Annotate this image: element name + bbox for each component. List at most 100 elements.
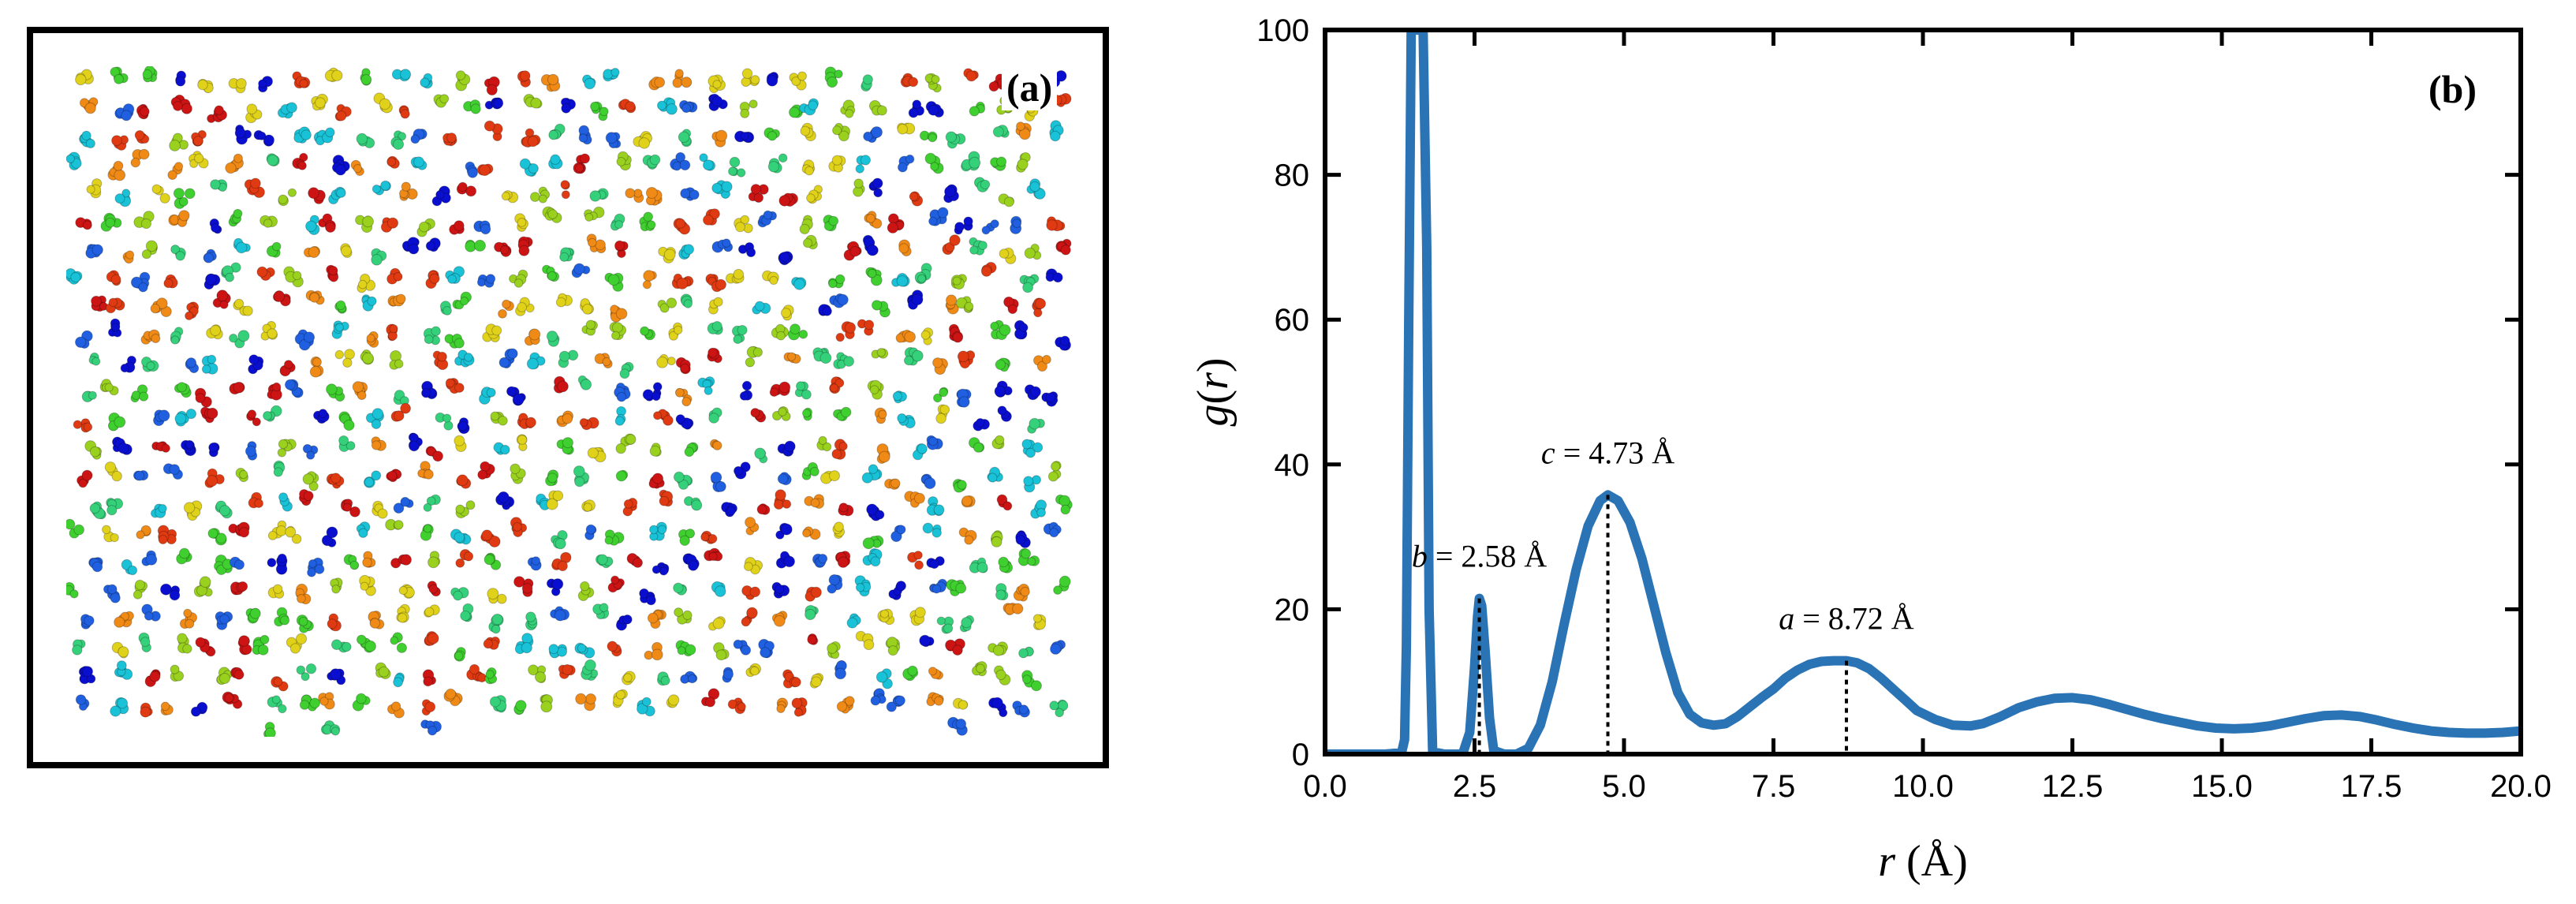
atom-cluster: [209, 218, 222, 234]
atom-cluster: [386, 469, 402, 483]
atom-cluster: [812, 553, 828, 568]
atom-cluster: [141, 240, 158, 260]
x-tick-label: 20.0: [2490, 769, 2552, 804]
atom-cluster: [963, 68, 979, 82]
atom-cluster: [619, 361, 634, 379]
molecular-snapshot-image: [66, 66, 1073, 737]
atom-cluster: [334, 349, 356, 368]
atom-cluster: [308, 187, 326, 204]
atom-cluster: [1033, 354, 1051, 372]
atom-cluster: [130, 384, 149, 403]
atom-cluster: [465, 239, 486, 252]
atom-cluster: [605, 132, 622, 149]
atom-cluster: [105, 297, 125, 314]
atom-cluster: [293, 126, 312, 144]
atom-cluster: [1021, 439, 1043, 458]
atom-cluster: [385, 518, 404, 531]
atom-cluster: [111, 436, 133, 455]
atom-cluster: [266, 241, 282, 258]
atom-cluster: [107, 318, 122, 338]
atom-cluster: [482, 323, 502, 342]
atom-cluster: [855, 155, 872, 174]
atom-cluster: [399, 181, 418, 201]
atom-cluster: [277, 439, 297, 458]
atom-cluster: [352, 381, 368, 401]
atom-cluster: [450, 529, 472, 545]
atom-cluster: [996, 494, 1013, 511]
atom-cluster: [167, 162, 184, 181]
atom-cluster: [616, 151, 632, 171]
atom-cluster: [861, 74, 873, 92]
atom-cluster: [892, 390, 907, 404]
atom-cluster: [857, 319, 875, 336]
atom-cluster: [734, 461, 751, 480]
x-tick-label: 0.0: [1303, 769, 1347, 804]
atom-cluster: [610, 213, 625, 231]
atom-cluster: [823, 215, 839, 232]
atom-cluster: [393, 496, 414, 514]
atom-cluster: [708, 407, 722, 424]
atom-cluster: [266, 153, 280, 166]
atom-cluster: [943, 184, 960, 204]
atom-cluster: [515, 297, 535, 316]
atom-cluster: [653, 409, 674, 426]
atom-cluster: [679, 99, 698, 114]
atom-cluster: [990, 319, 1011, 341]
atom-cluster: [484, 97, 504, 110]
atom-cluster: [173, 188, 196, 209]
atom-cluster: [546, 490, 564, 510]
atom-cluster: [73, 418, 93, 433]
atom-cluster: [483, 552, 502, 570]
atom-cluster: [514, 213, 528, 232]
atom-cluster: [390, 130, 407, 151]
atom-cluster: [341, 499, 360, 517]
atom-cluster: [834, 551, 851, 568]
atom-cluster: [651, 562, 670, 576]
atom-cluster: [181, 439, 196, 457]
atom-cluster: [259, 215, 278, 228]
atom-cluster: [678, 529, 696, 546]
atom-cluster: [961, 495, 976, 508]
atom-cluster: [954, 216, 973, 235]
atom-cluster: [614, 383, 631, 402]
atom-cluster: [891, 273, 910, 287]
atom-cluster: [151, 441, 170, 453]
atom-cluster: [191, 129, 207, 147]
atom-cluster: [311, 93, 328, 111]
atom-cluster: [802, 526, 821, 540]
atom-cluster: [773, 489, 792, 510]
atom-cluster: [961, 151, 981, 172]
atom-cluster: [304, 245, 321, 258]
atom-cluster: [827, 274, 846, 289]
atom-cluster: [1055, 238, 1072, 256]
atom-cluster: [465, 161, 479, 178]
atom-cluster: [775, 522, 793, 540]
atom-cluster: [829, 293, 849, 308]
atom-cluster: [1023, 475, 1041, 493]
atom-cluster: [887, 213, 905, 233]
atom-cluster: [707, 74, 726, 93]
atom-cluster: [1015, 121, 1032, 140]
atom-cluster: [445, 378, 465, 394]
atom-cluster: [431, 185, 451, 207]
atom-cluster: [542, 264, 560, 282]
atom-cluster: [948, 323, 964, 343]
atom-cluster: [246, 409, 261, 427]
atom-cluster: [521, 128, 541, 148]
atom-cluster: [556, 410, 573, 428]
atom-cluster: [864, 211, 883, 229]
atom-cluster: [586, 233, 607, 254]
atom-cluster: [744, 557, 763, 575]
atom-cluster: [493, 442, 510, 455]
atom-cluster: [994, 380, 1013, 398]
atom-cluster: [338, 411, 355, 431]
atom-cluster: [477, 461, 495, 480]
atom-cluster: [530, 186, 551, 204]
atom-cluster: [675, 357, 691, 375]
atom-cluster: [801, 461, 819, 480]
atom-cluster: [509, 269, 528, 288]
atom-cluster: [356, 521, 371, 538]
atom-cluster: [141, 550, 158, 566]
atom-cluster: [334, 103, 352, 121]
atom-cluster: [185, 357, 200, 374]
